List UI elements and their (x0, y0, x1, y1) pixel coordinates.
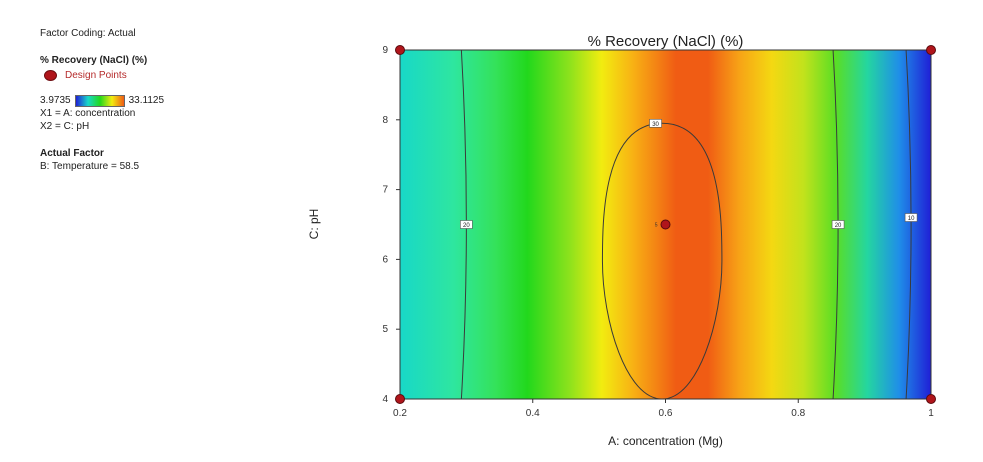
scale-max-value: 33.1125 (128, 95, 164, 106)
contour-label-box (831, 220, 845, 229)
contour-label-box (460, 220, 473, 229)
actual-factor-heading: Actual Factor (40, 148, 104, 159)
contour-label: 20 (835, 223, 842, 229)
contour-label-box (904, 213, 918, 222)
x1-definition: X1 = A: concentration (40, 108, 136, 119)
contour-label: 10 (908, 216, 915, 222)
scale-min-value: 3.9735 (40, 95, 71, 106)
design-points-legend: Design Points (40, 69, 280, 82)
design-point (926, 394, 936, 404)
actual-factor-value: B: Temperature = 58.5 (40, 161, 140, 172)
design-point-replicate-count: 5 (655, 223, 658, 229)
design-points-label: Design Points (65, 70, 127, 81)
x2-definition: X2 = C: pH (40, 121, 90, 132)
design-point (395, 45, 405, 55)
contour-label: 20 (463, 223, 470, 229)
design-point (395, 394, 405, 404)
design-point-marker-icon (44, 70, 57, 81)
contour-line-10-3 (905, 49, 912, 400)
y-tick-label: 8 (382, 115, 388, 126)
x-axis-label: A: concentration (Mg) (608, 434, 723, 448)
color-scale-bar (74, 94, 125, 107)
x-tick-label: 0.2 (393, 408, 407, 419)
design-point (660, 219, 671, 230)
legend-panel: Factor Coding: Actual % Recovery (NaCl) … (40, 27, 280, 173)
y-tick-label: 9 (382, 45, 388, 56)
y-tick-label: 7 (382, 185, 388, 196)
color-scale-legend: 3.9735 33.1125 (40, 94, 280, 107)
contour-label: 30 (652, 122, 659, 128)
x-tick-label: 0.6 (659, 408, 673, 419)
y-tick-label: 6 (382, 254, 388, 265)
contour-label-box (649, 118, 662, 128)
chart-title: % Recovery (NaCl) (%) (588, 33, 744, 50)
design-point (926, 45, 936, 55)
y-axis-label: C: pH (307, 209, 321, 240)
y-tick-label: 4 (382, 394, 388, 405)
factor-coding-label: Factor Coding: Actual (40, 28, 136, 39)
x-tick-label: 0.8 (791, 408, 805, 419)
x-tick-label: 1 (928, 408, 934, 419)
y-tick-label: 5 (382, 324, 388, 335)
response-title: % Recovery (NaCl) (%) (40, 55, 148, 66)
x-tick-label: 0.4 (526, 408, 540, 419)
